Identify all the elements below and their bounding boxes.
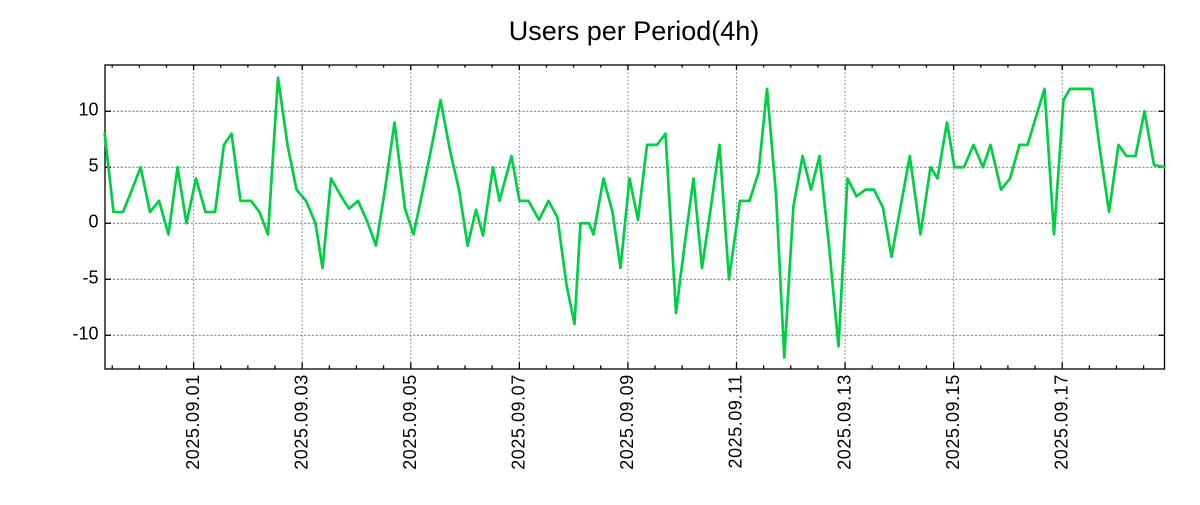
svg-text:-10: -10: [72, 323, 98, 343]
svg-text:2025.09.15: 2025.09.15: [943, 374, 963, 470]
svg-text:2025.09.13: 2025.09.13: [834, 374, 854, 470]
svg-text:2025.09.01: 2025.09.01: [183, 374, 203, 470]
svg-text:5: 5: [88, 155, 98, 175]
svg-text:-5: -5: [82, 267, 98, 287]
svg-text:2025.09.07: 2025.09.07: [509, 374, 529, 470]
svg-text:2025.09.17: 2025.09.17: [1051, 374, 1071, 470]
svg-text:2025.09.09: 2025.09.09: [617, 374, 637, 470]
svg-text:2025.09.03: 2025.09.03: [291, 374, 311, 470]
svg-text:2025.09.05: 2025.09.05: [400, 374, 420, 470]
svg-text:Users per Period(4h): Users per Period(4h): [509, 16, 760, 46]
svg-text:10: 10: [78, 99, 98, 119]
svg-text:2025.09.11: 2025.09.11: [726, 374, 746, 468]
svg-text:0: 0: [88, 211, 98, 231]
